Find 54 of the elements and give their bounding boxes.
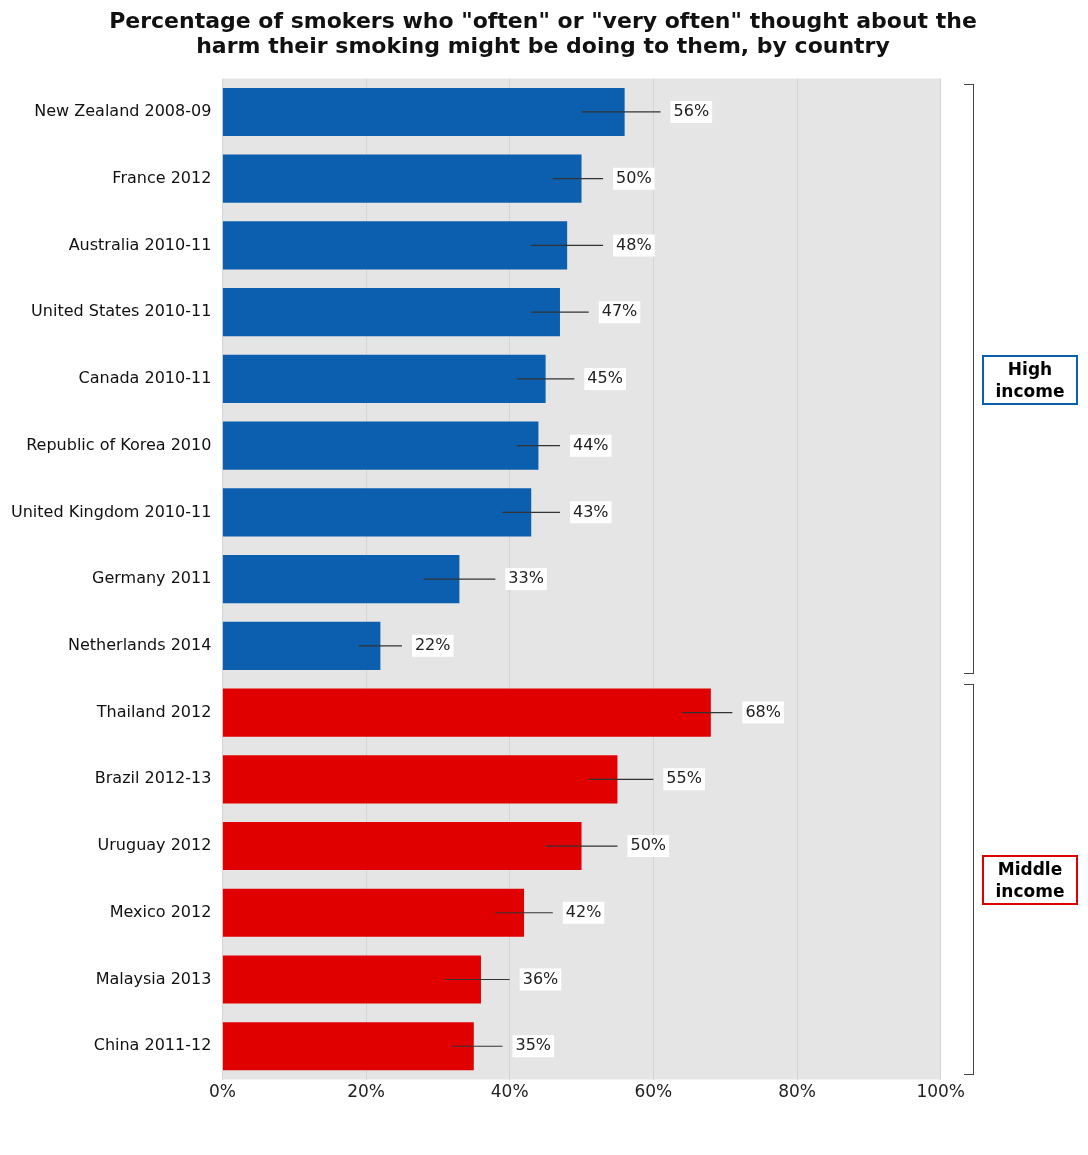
data-label: 36% (522, 968, 559, 988)
x-tick-label: 60% (634, 1081, 673, 1102)
data-label: 50% (616, 167, 652, 187)
bar (222, 421, 539, 470)
data-label: 56% (673, 101, 710, 121)
text: High income (982, 354, 1078, 405)
bar (222, 888, 525, 937)
y-tick-label: Brazil 2012-13 (94, 768, 212, 788)
y-tick-label: Mexico 2012 (109, 901, 212, 921)
bar (222, 755, 618, 804)
chart-title: Percentage of smokers who "often" or "very often" thought about the harm their smoking might be doing to them, by country (108, 8, 978, 58)
y-tick-label: Malaysia 2013 (95, 968, 212, 988)
data-label: 33% (508, 568, 544, 588)
bar (222, 688, 711, 737)
y-tick-label: Australia 2010-11 (68, 234, 212, 254)
bar (222, 955, 481, 1004)
y-tick-label: United Kingdom 2010-11 (11, 501, 212, 521)
y-tick-label: Republic of Korea 2010 (26, 434, 212, 454)
x-tick-label: 0% (208, 1081, 236, 1102)
data-label: 50% (630, 835, 667, 855)
y-tick-label: Canada 2010-11 (78, 368, 212, 388)
x-tick-label: 100% (916, 1081, 965, 1102)
x-tick-label: 40% (490, 1081, 529, 1102)
bar (222, 154, 582, 203)
data-label: 43% (572, 501, 609, 521)
data-label: 45% (587, 368, 623, 388)
data-label: 44% (572, 434, 609, 454)
bar (222, 288, 560, 337)
bar (222, 221, 568, 270)
data-label: 48% (616, 234, 652, 254)
bar (222, 555, 460, 604)
data-label: 55% (666, 768, 702, 788)
y-tick-label: France 2012 (112, 167, 212, 187)
bar (222, 821, 582, 871)
text: Middle income (982, 855, 1078, 906)
bar (222, 488, 532, 537)
x-tick-label: 80% (778, 1081, 816, 1102)
data-label: 68% (745, 701, 781, 721)
data-label: 47% (601, 301, 638, 321)
data-label: 35% (515, 1035, 552, 1055)
y-tick-label: Thailand 2012 (95, 701, 212, 721)
y-tick-label: New Zealand 2008-09 (34, 101, 212, 121)
data-label: 22% (414, 634, 451, 654)
bar (222, 87, 625, 137)
y-tick-label: Uruguay 2012 (97, 835, 212, 855)
y-tick-label: Netherlands 2014 (68, 634, 212, 654)
bar (222, 354, 546, 403)
bar (222, 1022, 474, 1071)
bar (222, 621, 381, 670)
x-tick-label: 20% (347, 1081, 385, 1102)
y-tick-label: Germany 2011 (92, 568, 212, 588)
y-tick-label: United States 2010-11 (31, 301, 212, 321)
data-label: 42% (565, 901, 602, 921)
y-tick-label: China 2011-12 (93, 1035, 212, 1055)
